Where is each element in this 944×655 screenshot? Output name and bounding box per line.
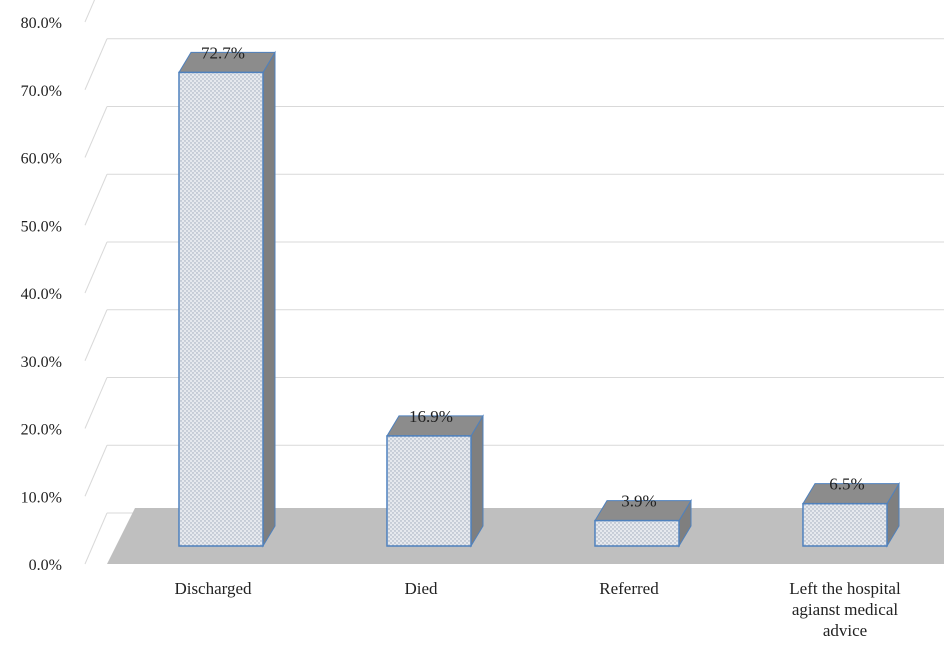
labels: 72.7% Discharged 16.9% Died 3.9% Referred 6.5%… — [174, 43, 901, 640]
bar — [386, 414, 484, 548]
data-label: 3.9% — [621, 492, 656, 511]
bar — [594, 498, 692, 548]
y-tick-label: 30.0% — [21, 354, 62, 371]
x-category-label: Discharged — [174, 579, 252, 598]
bar-side-face — [470, 414, 484, 548]
bar-front-face — [802, 502, 888, 547]
y-tick-label: 40.0% — [21, 286, 62, 303]
y-axis: 0.0% 10.0% 20.0% 30.0% 40.0% 50.0% 60.0% 70.0% 8… — [21, 15, 62, 574]
y-tick-label: 80.0% — [21, 15, 62, 32]
bar — [178, 50, 276, 548]
bar-side-face — [262, 50, 276, 548]
gridline-diagonal — [84, 0, 96, 23]
bar-front-face — [178, 71, 264, 547]
x-category-label: Referred — [599, 579, 659, 598]
y-tick-label: 20.0% — [21, 422, 62, 439]
gridline-diagonal — [84, 38, 108, 90]
y-tick-label: 50.0% — [21, 218, 62, 235]
y-tick-label: 0.0% — [29, 557, 62, 574]
y-tick-label: 60.0% — [21, 151, 62, 168]
gridline-diagonal — [84, 106, 108, 158]
bars — [178, 50, 900, 548]
x-category-label: Died — [404, 579, 438, 598]
gridline-diagonal — [84, 174, 108, 226]
y-tick-label: 10.0% — [21, 489, 62, 506]
bar-front-face — [594, 519, 680, 547]
data-label: 72.7% — [201, 43, 245, 62]
gridline-diagonal — [84, 512, 108, 565]
y-tick-label: 70.0% — [21, 83, 62, 100]
gridline-diagonal — [84, 377, 108, 429]
x-category-label: Left the hospital agianst medical advice — [789, 579, 901, 640]
chart-floor — [107, 508, 944, 564]
gridline-diagonal — [84, 241, 108, 294]
bar-front-face — [386, 435, 472, 547]
gridline-diagonal — [84, 445, 108, 497]
bar — [802, 481, 900, 548]
floor-plane — [107, 508, 944, 564]
data-label: 6.5% — [829, 475, 864, 494]
data-label: 16.9% — [409, 407, 453, 426]
gridline-diagonal — [84, 309, 108, 361]
